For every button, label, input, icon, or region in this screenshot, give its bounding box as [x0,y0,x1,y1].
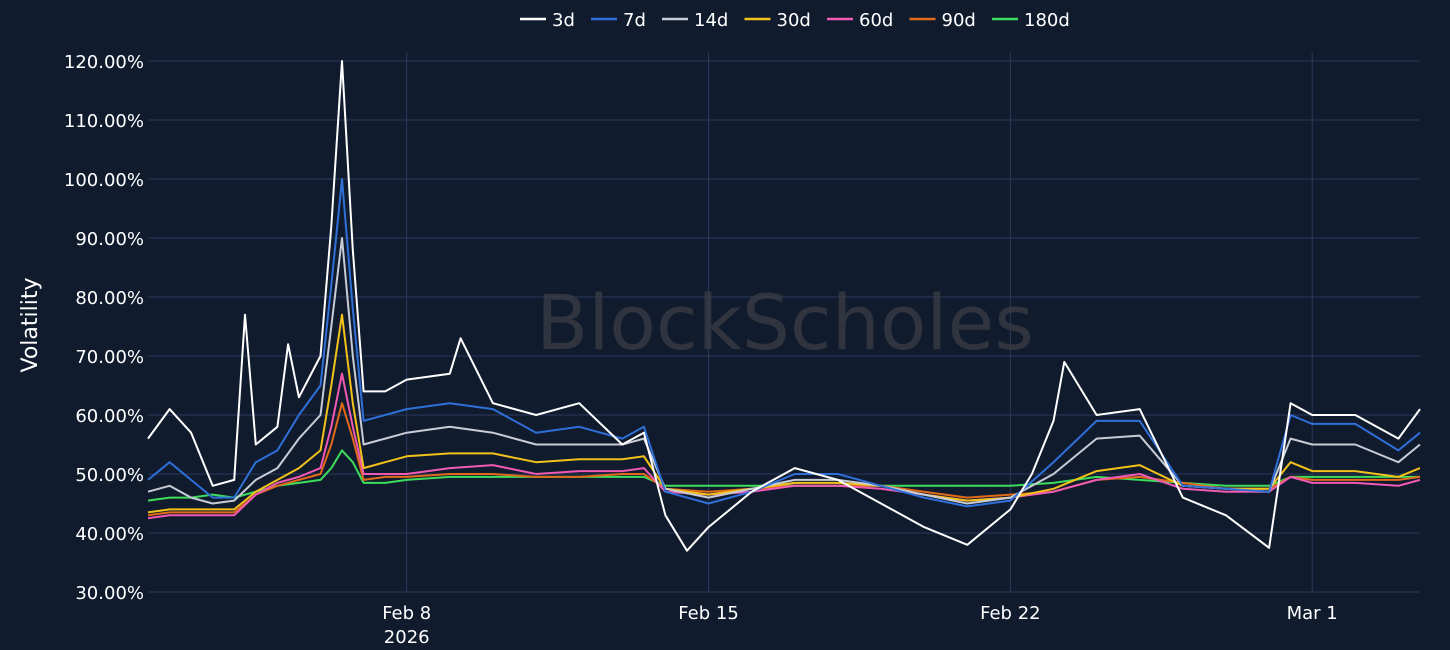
y-tick-label: 90.00% [75,229,144,250]
x-tick-label: Feb 22 [980,603,1041,624]
legend-item-180d[interactable]: 180d [992,10,1070,31]
x-tick-label: Feb 8 [382,603,431,624]
legend-item-90d[interactable]: 90d [909,10,976,31]
y-tick-label: 50.00% [75,465,144,486]
legend-label: 7d [623,10,646,31]
legend-item-60d[interactable]: 60d [827,10,893,31]
series-lines [147,60,1421,552]
legend-label: 60d [859,10,893,31]
legend-item-14d[interactable]: 14d [662,10,728,31]
legend: 3d 7d 14d 30d 60d 90d 180d [520,10,1070,31]
x-tick-label: Feb 15 [678,603,739,624]
y-tick-label: 120.00% [64,52,144,73]
y-tick-label: 30.00% [75,583,144,604]
series-line-60d[interactable] [147,372,1421,520]
x-axis: Feb 8 2026 Feb 15 Feb 22 Mar 1 [382,603,1338,648]
legend-item-30d[interactable]: 30d [744,10,811,31]
y-tick-label: 100.00% [64,170,144,191]
legend-label: 30d [777,10,811,31]
y-tick-label: 80.00% [75,288,144,309]
legend-item-7d[interactable]: 7d [591,10,646,31]
y-tick-label: 60.00% [75,406,144,427]
y-axis: 30.00% 40.00% 50.00% 60.00% 70.00% 80.00% 90.0… [64,52,144,604]
legend-label: 14d [694,10,728,31]
series-line-180d[interactable] [147,449,1420,502]
x-tick-sublabel: 2026 [384,627,430,648]
watermark-logo: BlockScholes [536,278,1034,367]
y-tick-label: 110.00% [64,111,144,132]
y-tick-label: 70.00% [75,347,144,368]
legend-label: 3d [552,10,575,31]
legend-label: 90d [942,10,976,31]
y-tick-label: 40.00% [75,524,144,545]
legend-label: 180d [1024,10,1070,31]
series-line-90d[interactable] [147,402,1421,517]
x-tick-label: Mar 1 [1287,603,1338,624]
y-axis-title: Volatility [18,277,43,372]
series-line-7d[interactable] [147,178,1421,508]
series-line-3d[interactable] [147,60,1421,552]
legend-item-3d[interactable]: 3d [520,10,575,31]
